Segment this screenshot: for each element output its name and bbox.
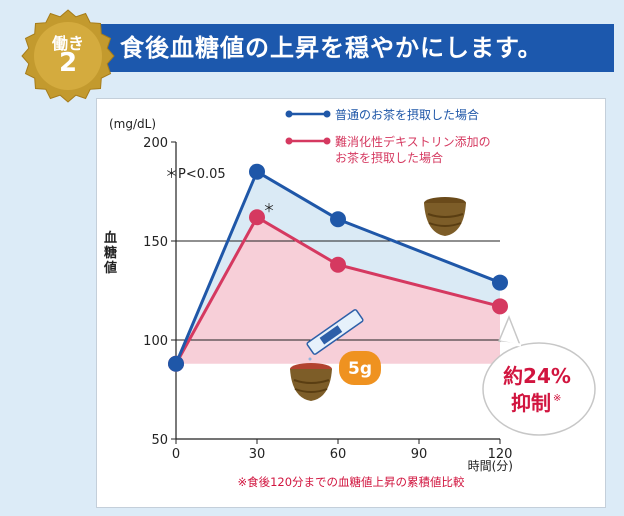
tea-cup-pattern [293, 379, 330, 393]
powder-particle [308, 357, 312, 361]
title-bar: 食後血糖値の上昇を穏やかにします。 [98, 24, 614, 72]
dose-badge [339, 351, 381, 385]
significance-mark: ＊ [263, 201, 275, 215]
x-tick-label: 90 [411, 447, 428, 462]
callout-value: 約24% [503, 364, 571, 388]
page-title: 食後血糖値の上昇を穏やかにします。 [120, 34, 543, 62]
y-axis-label-char: 糖 [104, 245, 117, 261]
callout-bubble [482, 342, 596, 436]
data-point [492, 298, 508, 315]
header: 食後血糖値の上昇を穏やかにします。 働き 2 [20, 8, 614, 103]
badge-label: 働き [51, 34, 84, 53]
series-line [174, 215, 501, 365]
stick-label-band [319, 325, 343, 345]
chart-panel: 50 100 150 200 0 30 60 90 120 (mg/dL) 血糖値時間(分) 普通のお… [96, 98, 606, 508]
data-point [330, 211, 346, 228]
legend-marker [285, 137, 293, 145]
series-line [174, 169, 501, 365]
dose-label: 5g [348, 359, 372, 379]
tea-cup-pattern [427, 213, 464, 227]
tea-cup-icon [424, 203, 466, 236]
significance-note: ＊P<0.05 [165, 167, 226, 182]
legend-marker [323, 110, 331, 118]
y-tick-label: 150 [143, 235, 168, 250]
y-tick-label: 100 [143, 334, 168, 349]
legend-entry: 普通のお茶を摂取した場合 [335, 107, 479, 122]
callout-joint [500, 341, 522, 347]
callout-label: 抑制 [511, 391, 551, 415]
x-axis-label: 時間(分) [468, 459, 513, 473]
data-point [330, 256, 346, 273]
badge-seal-icon [21, 9, 115, 103]
y-axis-label-char: 血 [104, 230, 117, 246]
data-point [168, 355, 184, 372]
data-point [249, 209, 265, 226]
legend-entry: お茶を摂取した場合 [335, 150, 443, 165]
x-tick-label: 30 [249, 447, 266, 462]
callout-mark: ※ [553, 393, 561, 404]
tea-cup-icon [290, 369, 332, 401]
feature-badge: 働き 2 [20, 8, 116, 104]
legend-marker [285, 110, 293, 118]
legend-marker [323, 137, 331, 145]
data-point [492, 274, 508, 291]
callout-tail [497, 315, 522, 346]
x-tick-label: 0 [172, 447, 180, 462]
footnote: ※食後120分までの血糖値上昇の累積値比較 [237, 475, 465, 489]
y-axis-unit: (mg/dL) [109, 117, 156, 131]
y-axis-label-char: 値 [103, 260, 117, 276]
data-point [249, 163, 265, 180]
y-tick-label: 50 [151, 433, 168, 448]
x-tick-label: 60 [330, 447, 347, 462]
reduction-area [176, 171, 500, 364]
x-tick-label: 120 [488, 447, 513, 462]
legend-entry: 難消化性デキストリン添加の [335, 134, 491, 149]
badge-number: 2 [58, 48, 78, 78]
dextrin-area [176, 217, 500, 364]
y-tick-label: 200 [143, 136, 168, 151]
